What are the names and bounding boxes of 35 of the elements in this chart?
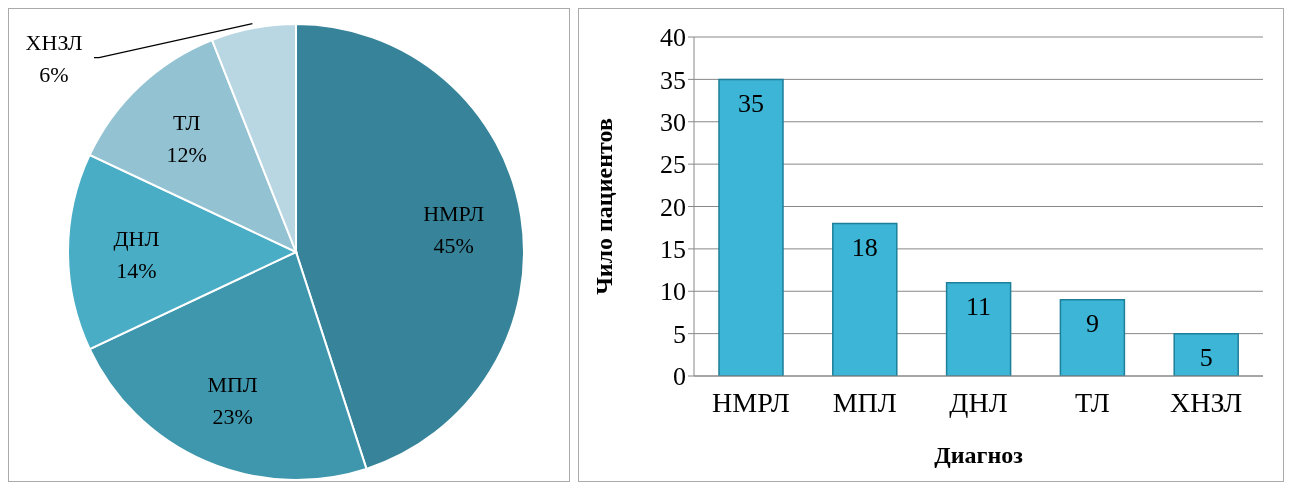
bar — [1173, 332, 1239, 376]
x-tick-label: НМРЛ — [712, 386, 790, 418]
y-tick-label: 30 — [660, 107, 686, 137]
data-label: 9 — [1085, 309, 1099, 339]
bar — [718, 78, 784, 376]
y-tick-label: 20 — [660, 192, 686, 222]
bar — [832, 222, 898, 376]
data-label: 45% — [433, 233, 474, 259]
data-label: 14% — [116, 258, 157, 283]
slice-label: ХНЗЛ — [25, 29, 83, 55]
data-label: 35 — [738, 88, 764, 118]
slice-label: ДНЛ — [113, 226, 160, 251]
y-tick-label: 25 — [660, 150, 686, 180]
data-label: 6% — [39, 61, 69, 87]
data-label: 23% — [212, 404, 253, 430]
data-label: 11 — [966, 292, 992, 322]
x-tick-label: ХНЗЛ — [1169, 386, 1243, 418]
y-tick-label: 15 — [660, 235, 686, 265]
data-label: 18 — [851, 232, 878, 262]
bar — [945, 282, 1012, 376]
x-tick-label: ТЛ — [1074, 386, 1110, 418]
bar — [1059, 298, 1126, 376]
slice-label: НМРЛ — [423, 201, 485, 227]
y-tick-label: 10 — [660, 277, 686, 307]
data-label: 5 — [1199, 343, 1213, 373]
y-tick-label: 40 — [660, 23, 686, 53]
y-tick-label: 5 — [673, 319, 686, 349]
y-axis-title: Чило пациентов — [590, 118, 617, 295]
x-axis-title: Диагноз — [934, 442, 1024, 468]
x-tick-label: МПЛ — [832, 386, 897, 418]
x-tick-label: ДНЛ — [949, 386, 1008, 418]
slice-label: ТЛ — [173, 109, 201, 135]
y-tick-label: 0 — [673, 362, 686, 392]
data-label: 12% — [166, 141, 207, 167]
y-tick-label: 35 — [660, 65, 686, 95]
